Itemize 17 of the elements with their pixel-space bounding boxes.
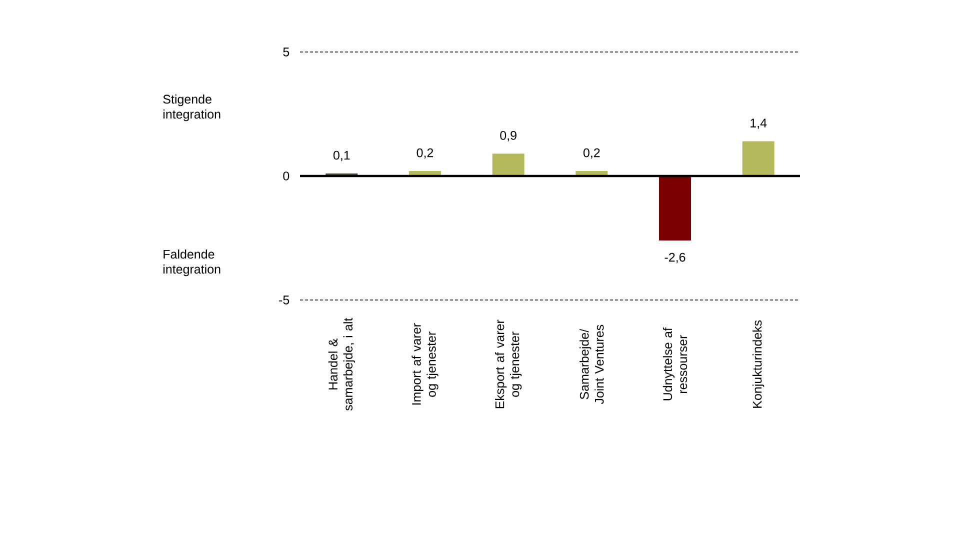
data-label: 0,1 [333, 150, 350, 162]
x-tick-label: Eksport af varer og tjenester [495, 320, 522, 408]
data-label: 0,2 [583, 148, 600, 159]
y-tick-label: 5 [283, 48, 290, 56]
y-tick-label: -5 [279, 296, 290, 304]
data-label: 1,4 [750, 118, 767, 129]
x-tick-label: Samarbejde/ Joint Ventures [580, 324, 604, 404]
text: Stigende integration [163, 94, 220, 122]
text: Faldende integration [163, 249, 220, 276]
x-tick-label: Handel & samarbejde, i alt [328, 318, 355, 411]
data-label: 0,2 [416, 148, 434, 159]
x-tick-label: Konjukturindeks [752, 320, 764, 408]
x-tick-label: Import af varer og tjenester [412, 323, 438, 405]
x-tick-label: Udnyttelse af ressourser [662, 328, 688, 400]
y-tick-label: 0 [283, 172, 290, 180]
data-label: -2,6 [664, 252, 686, 264]
data-label: 0,9 [500, 130, 516, 142]
